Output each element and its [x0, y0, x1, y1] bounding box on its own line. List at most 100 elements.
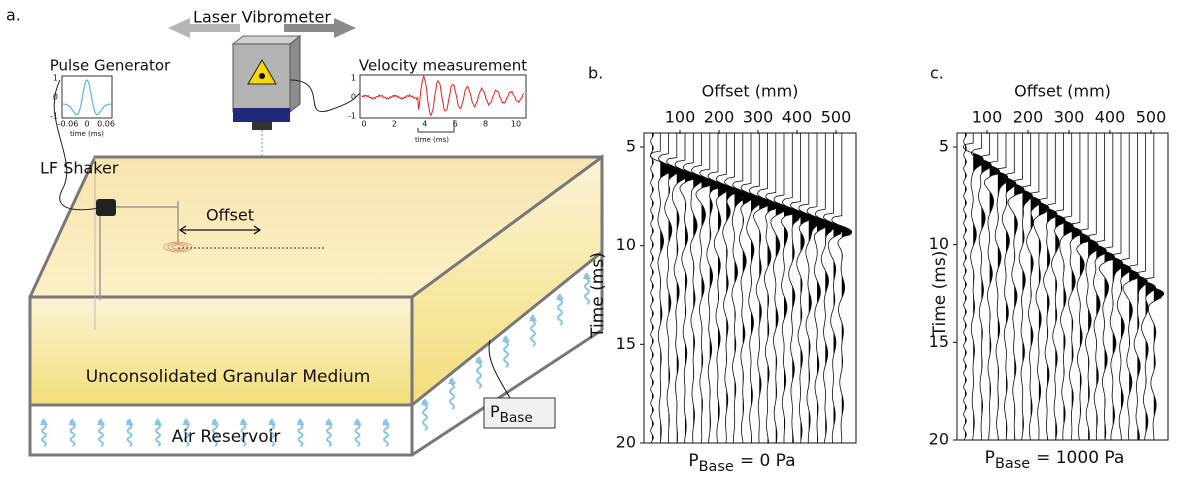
trace	[1126, 133, 1148, 441]
label: 6	[453, 120, 458, 129]
motion-arrow	[168, 18, 240, 38]
laser-warning	[247, 59, 277, 85]
symbol: P	[985, 448, 995, 468]
label: 15	[616, 334, 636, 353]
label: Time (ms)	[588, 252, 608, 339]
tank-front	[30, 297, 412, 405]
trace	[650, 132, 654, 444]
label: 400	[1095, 108, 1126, 127]
vibrometer-side	[289, 34, 301, 114]
tank-side	[412, 157, 602, 405]
air-arrow-head	[268, 418, 276, 425]
trace	[1044, 133, 1066, 441]
trace-fill	[841, 133, 852, 443]
shaker	[96, 199, 116, 216]
offset-arrow	[178, 225, 262, 235]
label: Offset (mm)	[1014, 82, 1111, 101]
label: 10	[511, 120, 521, 129]
air-arrow-head	[353, 418, 362, 425]
ripple	[167, 243, 189, 251]
label: 300	[1054, 108, 1085, 127]
trace	[1061, 133, 1083, 441]
label: 100	[665, 108, 696, 127]
label: 200	[704, 108, 735, 127]
trace-fill	[742, 133, 753, 443]
label: 0	[53, 93, 58, 102]
air-arrow-head	[502, 335, 510, 342]
trace	[765, 133, 787, 444]
subscript-label: PBase	[490, 402, 533, 427]
label: 8	[483, 120, 488, 129]
trace	[781, 133, 803, 443]
label: a.	[6, 6, 21, 25]
label: 0	[361, 120, 366, 129]
trace	[724, 133, 746, 443]
caption-value: = 1000 Pa	[1036, 448, 1124, 468]
label: Air Reservoir	[172, 427, 281, 447]
air-arrow-head	[40, 418, 48, 425]
air-arrow-head	[583, 272, 591, 279]
trace-fill	[734, 133, 745, 443]
caption-value: = 0 Pa	[740, 451, 796, 471]
label: 100	[972, 108, 1003, 127]
air-arrow-head	[325, 418, 333, 425]
air-arrow-head	[125, 418, 134, 425]
trace	[674, 133, 696, 444]
air-arrow-head	[211, 418, 219, 425]
cable	[289, 79, 363, 113]
air-arrow-head	[421, 398, 429, 405]
label: 10	[616, 235, 636, 254]
label: Velocity measurement	[359, 57, 527, 75]
trace	[1102, 133, 1124, 441]
trace-fill	[833, 133, 844, 443]
trace	[715, 133, 737, 444]
trace	[962, 133, 985, 441]
pbase-lead	[488, 339, 511, 399]
trace	[666, 133, 688, 444]
air-arrow-head	[448, 377, 456, 384]
subscript: Base	[500, 410, 533, 426]
tank-edge	[411, 250, 603, 407]
label: time (ms)	[70, 130, 104, 138]
air-arrow-head	[475, 356, 483, 363]
trace	[1143, 133, 1165, 440]
trace	[1053, 133, 1075, 441]
subscript-label: PBase = 0 Pa	[688, 451, 795, 475]
label: 0	[84, 120, 89, 129]
trace-fill	[726, 133, 737, 443]
plot-frame	[956, 132, 1169, 441]
air-arrow-head	[556, 293, 564, 300]
trace	[757, 133, 778, 444]
laser-dot	[259, 73, 265, 79]
trace	[1110, 133, 1132, 440]
label: 0	[351, 93, 356, 102]
trace	[1012, 133, 1033, 441]
bracket	[417, 120, 455, 133]
inset-frame	[61, 75, 113, 119]
vibrometer-lens	[252, 122, 272, 130]
label: LF Shaker	[40, 159, 119, 178]
label: 15	[929, 332, 949, 351]
label: 300	[743, 108, 774, 127]
trace	[1094, 133, 1116, 441]
label: c.	[930, 64, 944, 83]
inset-frame	[359, 74, 527, 119]
label: 5	[939, 137, 949, 156]
trace	[831, 133, 853, 443]
label: Pulse Generator	[50, 57, 171, 75]
label: 0.06	[97, 120, 115, 129]
trace	[1028, 133, 1050, 441]
trace	[1069, 133, 1091, 441]
trace	[987, 133, 1009, 441]
trace	[682, 133, 704, 444]
trace-fill	[817, 133, 827, 443]
symbol: P	[688, 451, 698, 471]
label: b.	[588, 64, 603, 83]
air-arrow-head	[529, 314, 537, 321]
label: -1	[50, 112, 58, 121]
trace	[773, 133, 795, 444]
label: 20	[616, 433, 636, 452]
trace-fill	[1071, 133, 1082, 440]
trace	[1135, 133, 1157, 441]
plot-frame	[643, 132, 857, 444]
